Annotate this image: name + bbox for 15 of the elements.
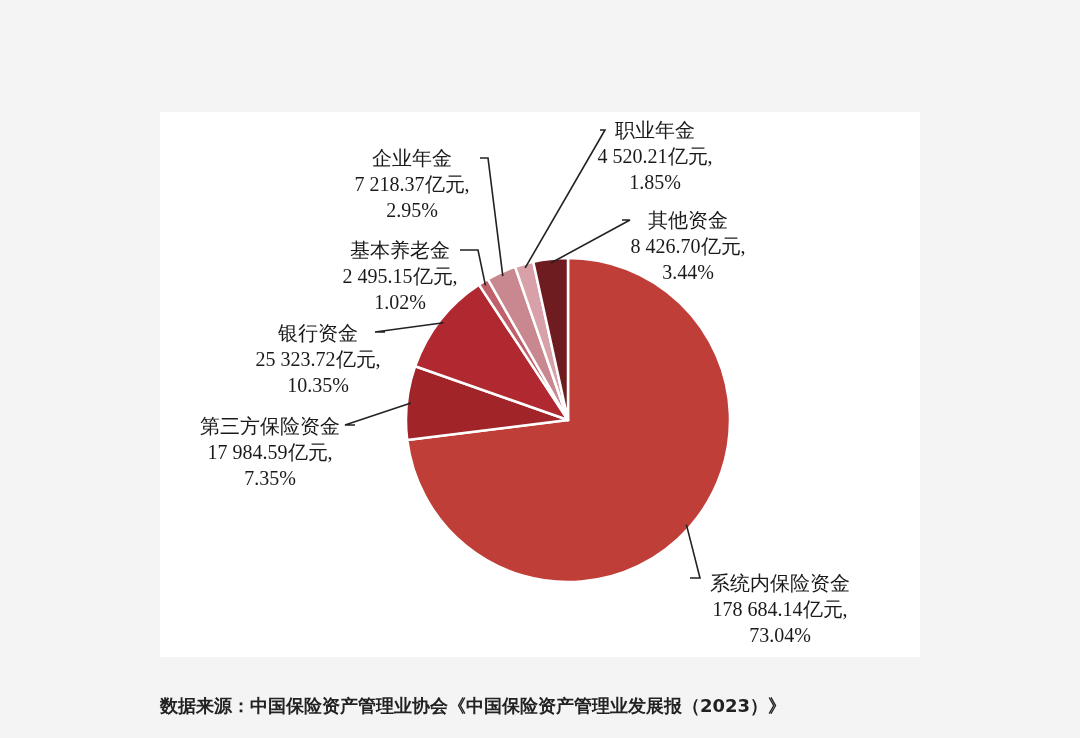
data-label: 8 426.70亿元, 3.44% xyxy=(630,234,746,283)
source-note: 数据来源：中国保险资产管理业协会《中国保险资产管理业发展报（2023）》 xyxy=(159,695,787,716)
slice-label: 系统内保险资金 xyxy=(710,571,850,594)
slice-label: 基本养老金 xyxy=(350,238,450,261)
slice-label: 银行资金 xyxy=(277,321,358,344)
slice-label: 其他资金 xyxy=(648,208,728,231)
data-label: 4 520.21亿元, 1.85% xyxy=(597,144,713,193)
data-label: 178 684.14亿元, 73.04% xyxy=(712,597,848,646)
data-label: 25 323.72亿元, 10.35% xyxy=(255,347,381,396)
slice-label: 职业年金 xyxy=(615,118,695,141)
slice-label: 企业年金 xyxy=(372,146,452,169)
data-label: 7 218.37亿元, 2.95% xyxy=(354,172,470,221)
data-label: 17 984.59亿元, 7.35% xyxy=(207,440,333,489)
slice-label: 第三方保险资金 xyxy=(200,414,340,437)
data-label: 2 495.15亿元, 1.02% xyxy=(342,264,458,313)
